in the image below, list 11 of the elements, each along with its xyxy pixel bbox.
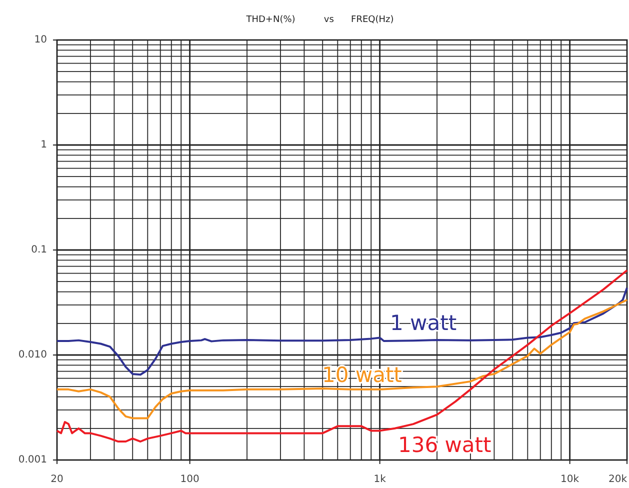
x-tick-label: 10k <box>560 474 580 485</box>
y-tick-label: 10 <box>34 34 47 46</box>
y-tick-label: 0.001 <box>18 454 47 466</box>
x-tick-label: 100 <box>180 474 200 485</box>
chart-title: THD+N(%) vs FREQ(Hz) <box>245 15 394 25</box>
y-tick-label: 0.010 <box>18 350 47 360</box>
y-tick-label: 1 <box>40 140 47 150</box>
x-tick-label: 1k <box>374 474 386 485</box>
x-tick-label: 20 <box>50 474 64 485</box>
y-tick-label: 0.1 <box>31 244 47 256</box>
x-tick-label: 20k <box>608 474 628 485</box>
